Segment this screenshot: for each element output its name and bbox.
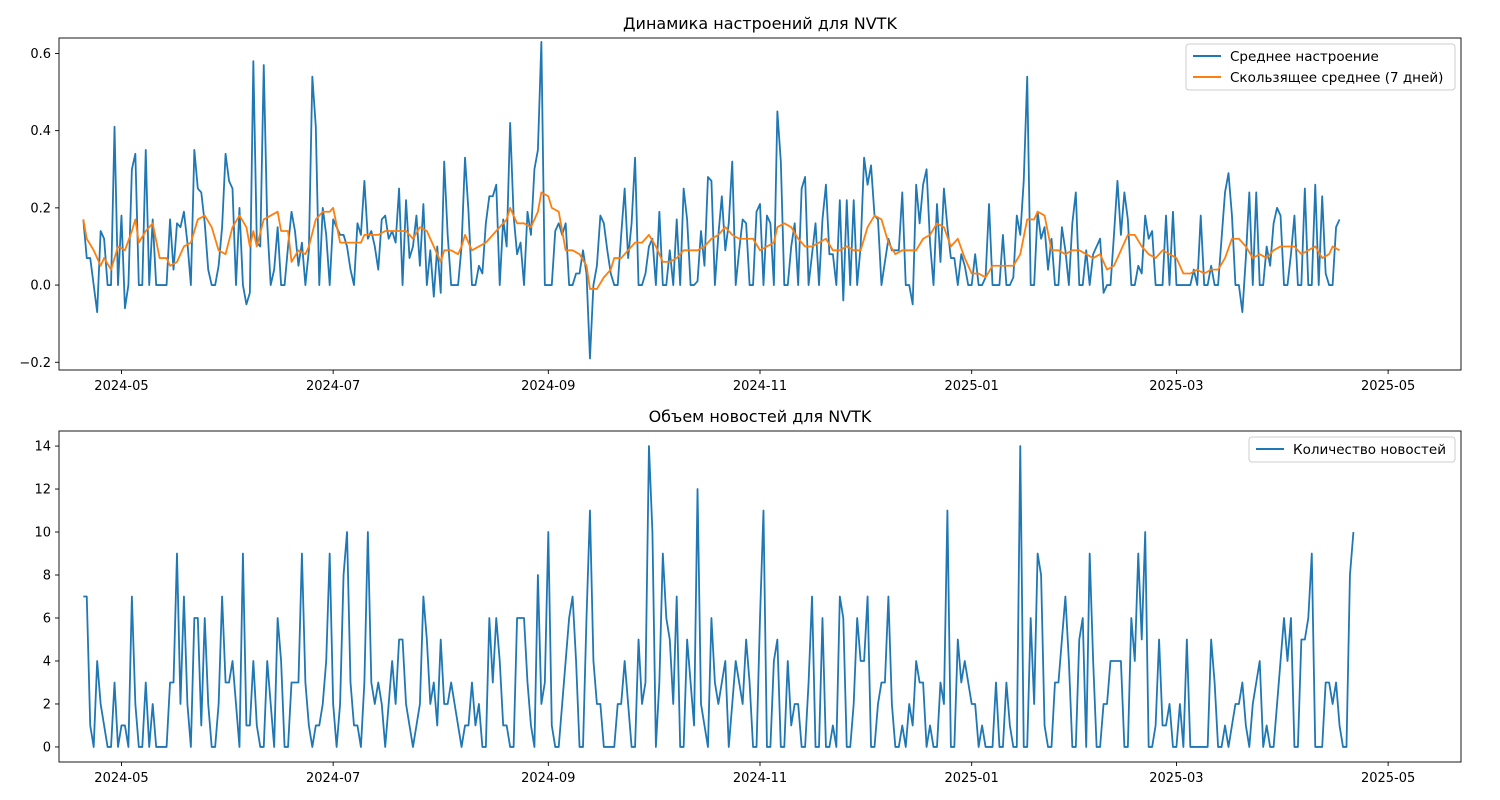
news-volume-y-tick-label: 6 bbox=[43, 611, 51, 626]
legend-label-news-count: Количество новостей bbox=[1293, 442, 1446, 458]
legend-label-moving-average: Скользящее среднее (7 дней) bbox=[1230, 70, 1443, 86]
news-volume-series bbox=[83, 445, 1355, 748]
sentiment-series bbox=[82, 40, 1341, 360]
news-volume-series-line-0 bbox=[83, 445, 1355, 748]
news-volume-y-axis: 0 2 4 6 8 10 12 14 bbox=[34, 440, 59, 755]
sentiment-y-axis: −0.2 0.0 0.2 0.4 0.6 bbox=[19, 47, 59, 371]
news-volume-y-tick-label: 4 bbox=[43, 654, 51, 669]
news-volume-y-tick-label: 10 bbox=[34, 526, 51, 541]
news-volume-y-tick-label: 0 bbox=[43, 740, 51, 755]
news-volume-legend: Количество новостей bbox=[1248, 436, 1456, 463]
sentiment-x-tick-label: 2024-05 bbox=[94, 379, 148, 394]
sentiment-y-tick-label: 0.0 bbox=[30, 279, 51, 294]
sentiment-series-line-0 bbox=[82, 40, 1341, 360]
news-volume-y-tick-label: 8 bbox=[43, 569, 51, 584]
news-volume-x-tick-label: 2024-05 bbox=[94, 771, 148, 786]
sentiment-x-tick-label: 2025-05 bbox=[1361, 379, 1415, 394]
news-volume-x-tick-label: 2025-05 bbox=[1361, 771, 1415, 786]
sentiment-x-tick-label: 2025-01 bbox=[945, 379, 999, 394]
sentiment-series-line-1 bbox=[82, 191, 1340, 290]
sentiment-x-axis: 2024-05 2024-07 2024-09 2024-11 2025-01 2025-… bbox=[94, 370, 1415, 394]
sentiment-x-tick-label: 2024-07 bbox=[306, 379, 360, 394]
news-volume-legend-box bbox=[1248, 436, 1456, 463]
legend-label-mean-sentiment: Среднее настроение bbox=[1230, 49, 1379, 65]
news-volume-x-tick-label: 2025-03 bbox=[1149, 771, 1203, 786]
sentiment-x-tick-label: 2024-09 bbox=[521, 379, 575, 394]
sentiment-y-tick-label: 0.4 bbox=[30, 124, 51, 139]
news-volume-chart: Объем новостей для NVTK 0 2 4 6 8 10 12 14 2024… bbox=[34, 407, 1462, 786]
news-volume-x-axis: 2024-05 2024-07 2024-09 2024-11 2025-01 2025-… bbox=[94, 762, 1415, 786]
news-volume-y-tick-label: 12 bbox=[34, 483, 51, 498]
news-volume-y-tick-label: 14 bbox=[34, 440, 51, 455]
news-volume-x-tick-label: 2024-07 bbox=[306, 771, 360, 786]
sentiment-chart-title: Динамика настроений для NVTK bbox=[623, 14, 897, 33]
news-volume-x-tick-label: 2024-11 bbox=[733, 771, 787, 786]
sentiment-y-tick-label: 0.2 bbox=[30, 201, 51, 216]
sentiment-x-tick-label: 2025-03 bbox=[1149, 379, 1203, 394]
news-volume-x-tick-label: 2024-09 bbox=[521, 771, 575, 786]
sentiment-chart: Динамика настроений для NVTK −0.2 0.0 0.2 0… bbox=[19, 14, 1462, 394]
sentiment-y-tick-label: 0.6 bbox=[30, 47, 51, 62]
sentiment-legend-box bbox=[1185, 43, 1456, 91]
news-volume-y-tick-label: 2 bbox=[43, 697, 51, 712]
news-volume-x-tick-label: 2025-01 bbox=[945, 771, 999, 786]
sentiment-legend: Среднее настроение Скользящее среднее (7… bbox=[1185, 43, 1456, 91]
news-volume-chart-title: Объем новостей для NVTK bbox=[649, 407, 872, 426]
sentiment-x-tick-label: 2024-11 bbox=[733, 379, 787, 394]
sentiment-y-tick-label: −0.2 bbox=[19, 356, 51, 371]
